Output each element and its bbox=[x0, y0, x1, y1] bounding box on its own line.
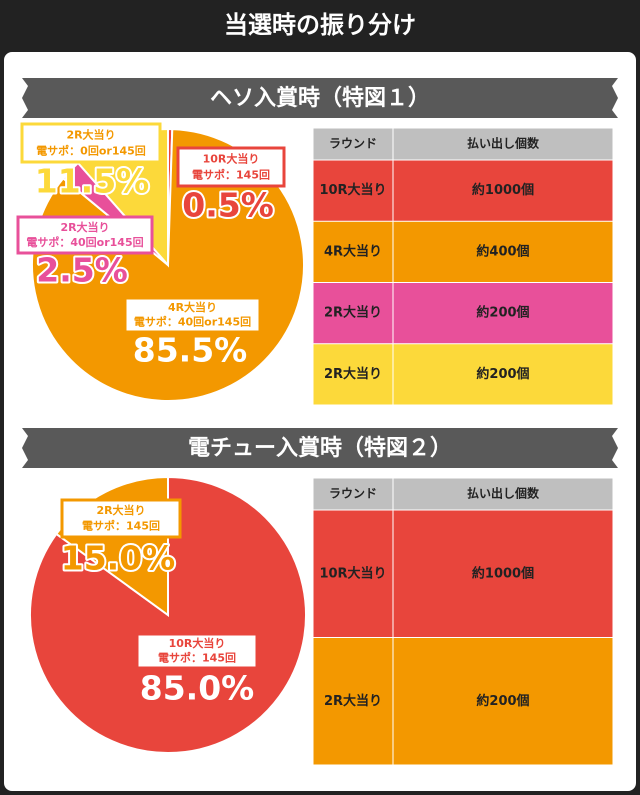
table-row bbox=[313, 282, 613, 344]
slice-value-label: 85.0% bbox=[140, 669, 255, 708]
slice-sublabel: 電サポ：0回or145回 bbox=[36, 143, 146, 157]
table-row bbox=[313, 221, 613, 283]
table-row bbox=[313, 160, 613, 222]
table-cell: 2R大当り bbox=[324, 366, 382, 382]
table-cell: 約200個 bbox=[476, 366, 529, 382]
table-row bbox=[313, 637, 613, 765]
slice-label-box bbox=[123, 296, 262, 334]
slice-label-box bbox=[60, 498, 182, 539]
slice-label: 2R大当り bbox=[66, 127, 115, 141]
table-cell: 約1000個 bbox=[472, 182, 534, 198]
table-cell: 10R大当り bbox=[319, 182, 386, 198]
slice-label-box bbox=[135, 632, 259, 670]
table-header-cell: 払い出し個数 bbox=[467, 136, 540, 151]
table-row bbox=[313, 510, 613, 638]
table-header-cell: ラウンド bbox=[329, 137, 377, 151]
table-cell: 約400個 bbox=[476, 243, 529, 259]
section-title: 電チュー入賞時（特図２） bbox=[188, 435, 452, 461]
slice-sublabel: 電サポ：40回or145回 bbox=[26, 235, 143, 249]
slice-label-box bbox=[16, 215, 154, 255]
table-cell: 10R大当り bbox=[319, 565, 386, 581]
table-cell: 2R大当り bbox=[324, 693, 382, 709]
table-cell: 4R大当り bbox=[324, 243, 382, 259]
table-border bbox=[312, 477, 614, 766]
table-cell: 約200個 bbox=[476, 305, 529, 321]
table-header-cell: ラウンド bbox=[329, 487, 377, 501]
table-cell: 約1000個 bbox=[472, 565, 534, 581]
sections: ヘソ入賞時（特図１）10R大当り電サポ：145回0.5%4R大当り電サポ：40回… bbox=[16, 78, 618, 766]
slice-sublabel: 電サポ：145回 bbox=[82, 519, 160, 533]
slice-sublabel: 電サポ：145回 bbox=[158, 650, 236, 664]
slice-label: 2R大当り bbox=[60, 220, 109, 234]
table-cell: 約200個 bbox=[476, 693, 529, 709]
slice-label-box bbox=[20, 122, 162, 164]
page-title: 当選時の振り分け bbox=[224, 11, 416, 39]
table-border bbox=[312, 127, 614, 406]
slice-label: 2R大当り bbox=[96, 503, 145, 517]
slice-label: 10R大当り bbox=[203, 151, 260, 165]
slice-value-label: 85.5% bbox=[133, 331, 248, 370]
table-header bbox=[313, 128, 613, 160]
slice-value-label: 2.5% bbox=[36, 251, 128, 290]
table-header bbox=[313, 478, 613, 510]
slice-sublabel: 電サポ：145回 bbox=[192, 167, 270, 181]
slice-value-label: 11.5% bbox=[35, 162, 150, 201]
slice-value-label: 15.0% bbox=[61, 539, 176, 578]
slice-label-box bbox=[176, 146, 286, 188]
slice-sublabel: 電サポ：40回or145回 bbox=[134, 314, 251, 328]
table-header-cell: 払い出し個数 bbox=[467, 486, 540, 501]
section-title: ヘソ入賞時（特図１） bbox=[210, 85, 430, 111]
table-row bbox=[313, 343, 613, 405]
slice-label: 4R大当り bbox=[168, 300, 217, 314]
slice-value-label: 0.5% bbox=[182, 186, 274, 225]
section-banner bbox=[22, 78, 618, 118]
table-cell: 2R大当り bbox=[324, 305, 382, 321]
section-banner bbox=[22, 428, 618, 468]
slice-label: 10R大当り bbox=[169, 636, 226, 650]
